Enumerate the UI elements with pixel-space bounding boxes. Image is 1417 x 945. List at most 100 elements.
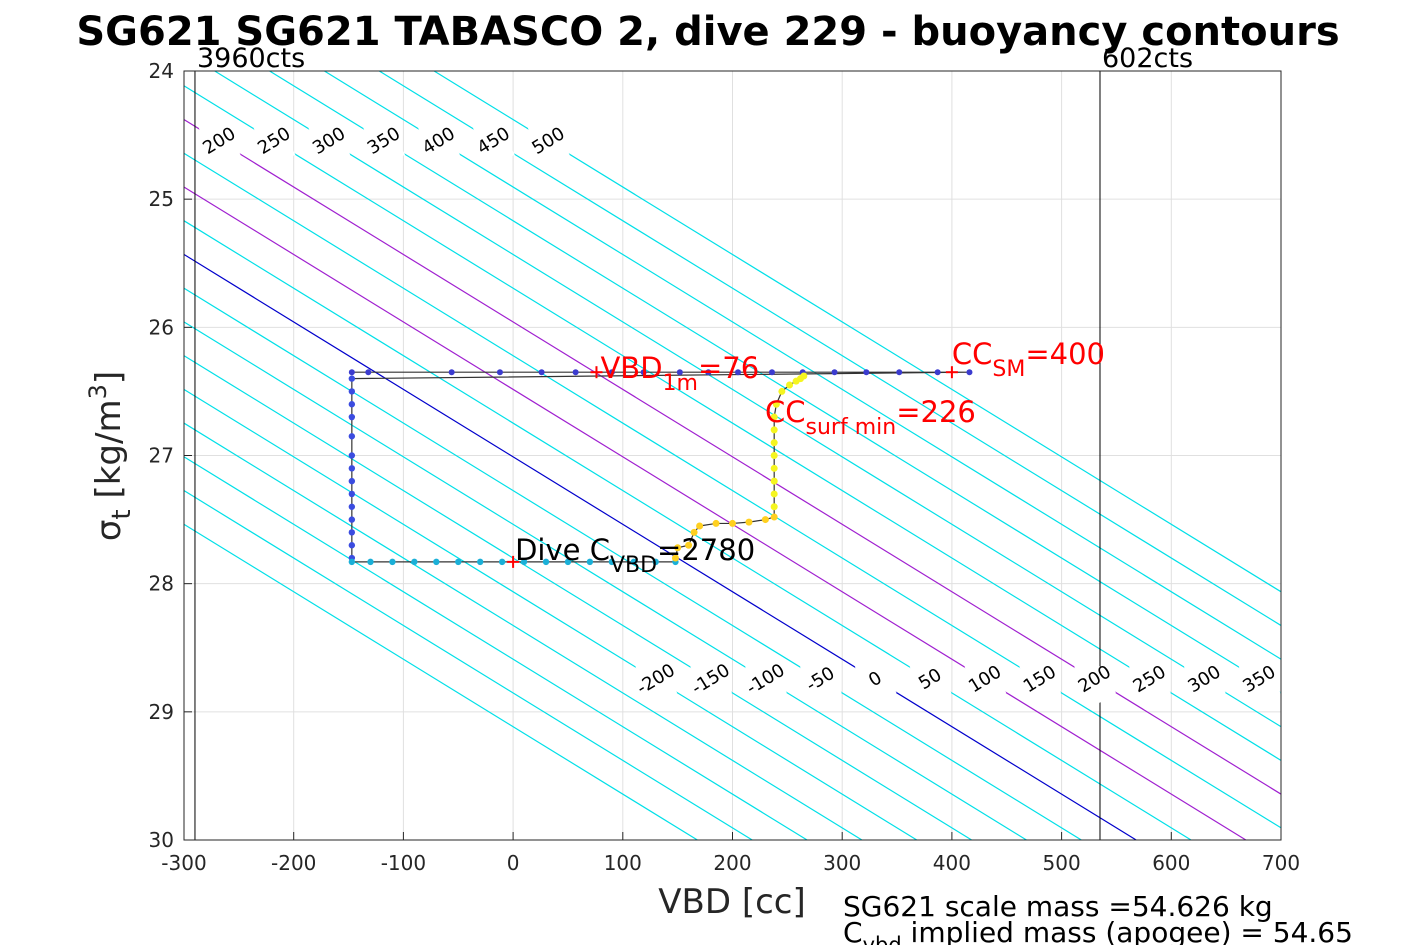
dive-point-descent-top bbox=[768, 369, 775, 376]
dive-point-ascent bbox=[712, 519, 720, 527]
x-tick-label: 400 bbox=[933, 851, 971, 875]
contour-line bbox=[214, 71, 1281, 728]
contour-label-bg bbox=[799, 655, 842, 705]
contour-line bbox=[184, 118, 1281, 795]
dive-point-ascent bbox=[696, 522, 704, 530]
dive-point-descent-top bbox=[831, 369, 838, 376]
x-tick-label: 300 bbox=[823, 851, 861, 875]
cc-sm-annotation: CCSM=400 bbox=[952, 337, 1105, 382]
dive-point-descent bbox=[348, 542, 356, 549]
x-tick-label: 600 bbox=[1152, 851, 1190, 875]
dive-point-descent-top bbox=[608, 369, 615, 376]
dive-point-ascent bbox=[770, 513, 778, 521]
dive-point-descent bbox=[348, 465, 356, 472]
dive-point-bottom bbox=[433, 558, 440, 566]
dive-point-descent bbox=[348, 490, 356, 498]
x-tick-label: 100 bbox=[604, 851, 642, 875]
contour-label-bg bbox=[909, 655, 952, 705]
dive-point-descent-top bbox=[734, 369, 741, 376]
x-axis-label: VBD [cc] bbox=[658, 882, 806, 922]
contour-line bbox=[184, 422, 863, 840]
dive-point-bottom bbox=[520, 558, 528, 566]
contour-label-bg bbox=[1129, 655, 1171, 705]
dive-point-ascent bbox=[671, 554, 679, 562]
y-tick-label: 24 bbox=[149, 59, 174, 83]
dive-point-descent bbox=[348, 529, 356, 536]
contour-line bbox=[184, 354, 972, 840]
x-tick-label: -300 bbox=[161, 851, 206, 875]
contour-line bbox=[269, 71, 1281, 694]
contour-line bbox=[184, 253, 1137, 840]
y-tick-label: 26 bbox=[149, 315, 174, 339]
dive-point-descent bbox=[348, 388, 356, 395]
contour-line bbox=[184, 152, 1281, 829]
dive-point-bottom bbox=[652, 558, 659, 566]
dive-point-descent-top bbox=[640, 369, 647, 376]
dive-point-bottom bbox=[348, 558, 356, 566]
contour-line bbox=[184, 85, 1281, 762]
dive-point-descent bbox=[348, 477, 356, 485]
dive-point-ascent bbox=[770, 464, 778, 472]
contour-label-bg bbox=[1019, 655, 1062, 705]
x-tick-label: 200 bbox=[713, 851, 751, 875]
dive-point-ascent bbox=[690, 528, 698, 536]
contour-label-bg bbox=[690, 655, 733, 705]
dive-point-ascent bbox=[770, 503, 778, 511]
dive-point-ascent bbox=[770, 413, 778, 421]
dive-point-bottom bbox=[455, 558, 462, 566]
dive-point-descent bbox=[348, 413, 356, 421]
dive-point-descent-top bbox=[676, 369, 683, 376]
y-tick-label: 27 bbox=[149, 444, 174, 468]
dive-point-bottom bbox=[542, 558, 550, 566]
dive-point-descent-top bbox=[448, 369, 455, 376]
dive-point-bottom bbox=[498, 558, 506, 566]
scale-mass-text: SG621 scale mass =54.626 kg bbox=[843, 890, 1273, 923]
dive-point-descent-top bbox=[365, 369, 372, 376]
dive-point-bottom bbox=[476, 558, 484, 566]
contour-label-bg bbox=[1238, 655, 1281, 705]
dive-point-descent-top bbox=[538, 369, 545, 376]
contour-label-bg bbox=[964, 655, 1007, 705]
y-axis-label: σt [kg/m3] bbox=[84, 371, 137, 541]
contour-line bbox=[184, 489, 753, 840]
contour-line bbox=[184, 186, 1247, 840]
dive-point-descent-top bbox=[863, 369, 870, 376]
vbd-1m-annotation: VBD1m=76 bbox=[600, 351, 759, 396]
dive-point-ascent bbox=[685, 541, 693, 549]
contour-label-bg bbox=[1183, 655, 1226, 705]
dive-point-ascent bbox=[772, 400, 780, 408]
contour-labels: 200 250 300 350 400 450 500-200 -150 -100 -50 0 50 1… bbox=[198, 116, 1281, 705]
dive-point-descent-top bbox=[348, 369, 355, 376]
contour-line bbox=[184, 287, 1082, 840]
dive-point-descent bbox=[348, 375, 356, 382]
contour-label-bg bbox=[363, 116, 406, 166]
contour-label-bg bbox=[308, 116, 351, 166]
contour-label-bg bbox=[854, 655, 897, 705]
cc-surf-min-annotation: CCsurf min=226 bbox=[765, 395, 976, 440]
contour-label-bg bbox=[198, 116, 241, 166]
y-tick-label: 30 bbox=[149, 828, 174, 852]
contour-line bbox=[378, 71, 1281, 627]
contour-line bbox=[433, 71, 1281, 593]
dive-point-descent bbox=[348, 401, 356, 408]
implied-mass-text: Cvbd implied mass (apogee) = 54.65 bbox=[843, 916, 1353, 945]
contour-label-bg bbox=[527, 116, 570, 166]
dive-point-ascent bbox=[770, 426, 778, 434]
dive-point-bottom bbox=[411, 558, 418, 566]
x-tick-label: 700 bbox=[1262, 851, 1300, 875]
contour-line bbox=[184, 220, 1192, 840]
markers bbox=[507, 366, 958, 568]
dive-point-descent bbox=[348, 452, 356, 459]
dive-point-ascent bbox=[770, 439, 778, 447]
contour-label-bg bbox=[745, 655, 787, 705]
contour-line bbox=[184, 456, 808, 840]
vbd-limit-label-right: 602cts bbox=[1102, 43, 1193, 74]
dive-point-descent bbox=[348, 516, 356, 523]
dive-point-descent-top bbox=[496, 369, 503, 376]
dive-point-descent-top bbox=[705, 369, 712, 376]
contour-line bbox=[184, 388, 918, 840]
dive-point-bottom bbox=[564, 558, 572, 566]
dive-point-ascent bbox=[745, 518, 753, 526]
dive-point-bottom bbox=[367, 558, 374, 566]
